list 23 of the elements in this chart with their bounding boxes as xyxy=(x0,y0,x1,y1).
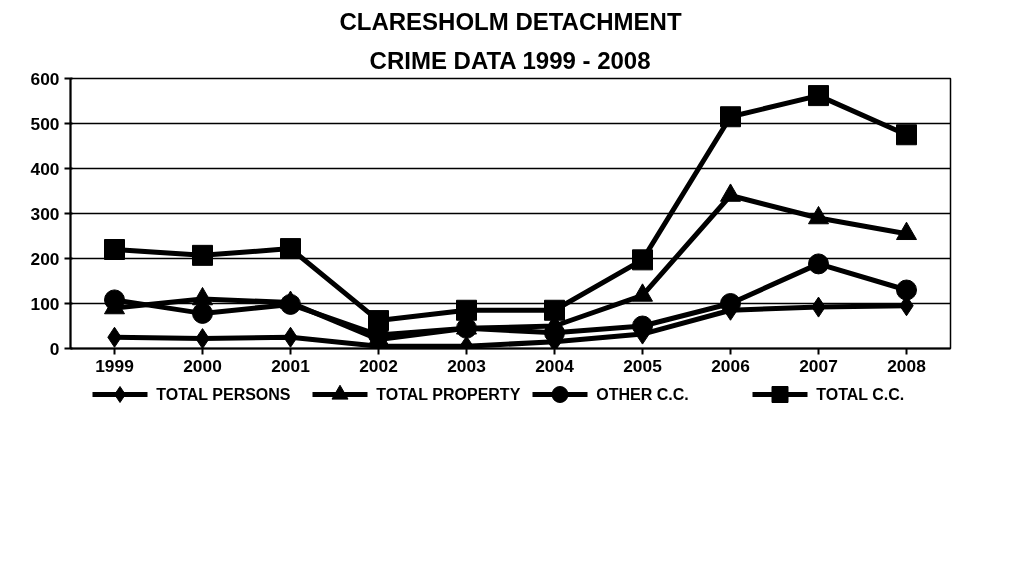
legend-label: OTHER C.C. xyxy=(596,386,689,403)
y-tick-label: 100 xyxy=(30,293,60,314)
x-tick-label: 2007 xyxy=(799,355,838,376)
y-tick-label: 500 xyxy=(30,113,60,134)
y-tick-label: 600 xyxy=(30,68,60,89)
y-tick-label: 200 xyxy=(30,248,60,269)
legend-label: TOTAL PROPERTY xyxy=(376,386,521,403)
legend-label: TOTAL C.C. xyxy=(816,386,905,403)
x-tick-label: 2006 xyxy=(711,355,751,376)
y-tick-label: 400 xyxy=(30,158,60,179)
legend-label: TOTAL PERSONS xyxy=(156,386,291,403)
x-tick-label: 2003 xyxy=(447,355,487,376)
x-tick-label: 2001 xyxy=(271,355,311,376)
x-tick-label: 2008 xyxy=(887,355,927,376)
y-tick-label: 0 xyxy=(49,338,60,359)
x-tick-label: 2005 xyxy=(623,355,663,376)
chart-title: CLARESHOLM DETACHMENT xyxy=(339,7,682,35)
chart-subtitle: CRIME DATA 1999 - 2008 xyxy=(369,46,651,74)
x-tick-label: 2004 xyxy=(535,355,575,376)
y-tick-label: 300 xyxy=(30,203,60,224)
x-tick-label: 2000 xyxy=(183,355,222,376)
x-tick-label: 1999 xyxy=(95,355,134,376)
x-tick-label: 2002 xyxy=(359,355,398,376)
